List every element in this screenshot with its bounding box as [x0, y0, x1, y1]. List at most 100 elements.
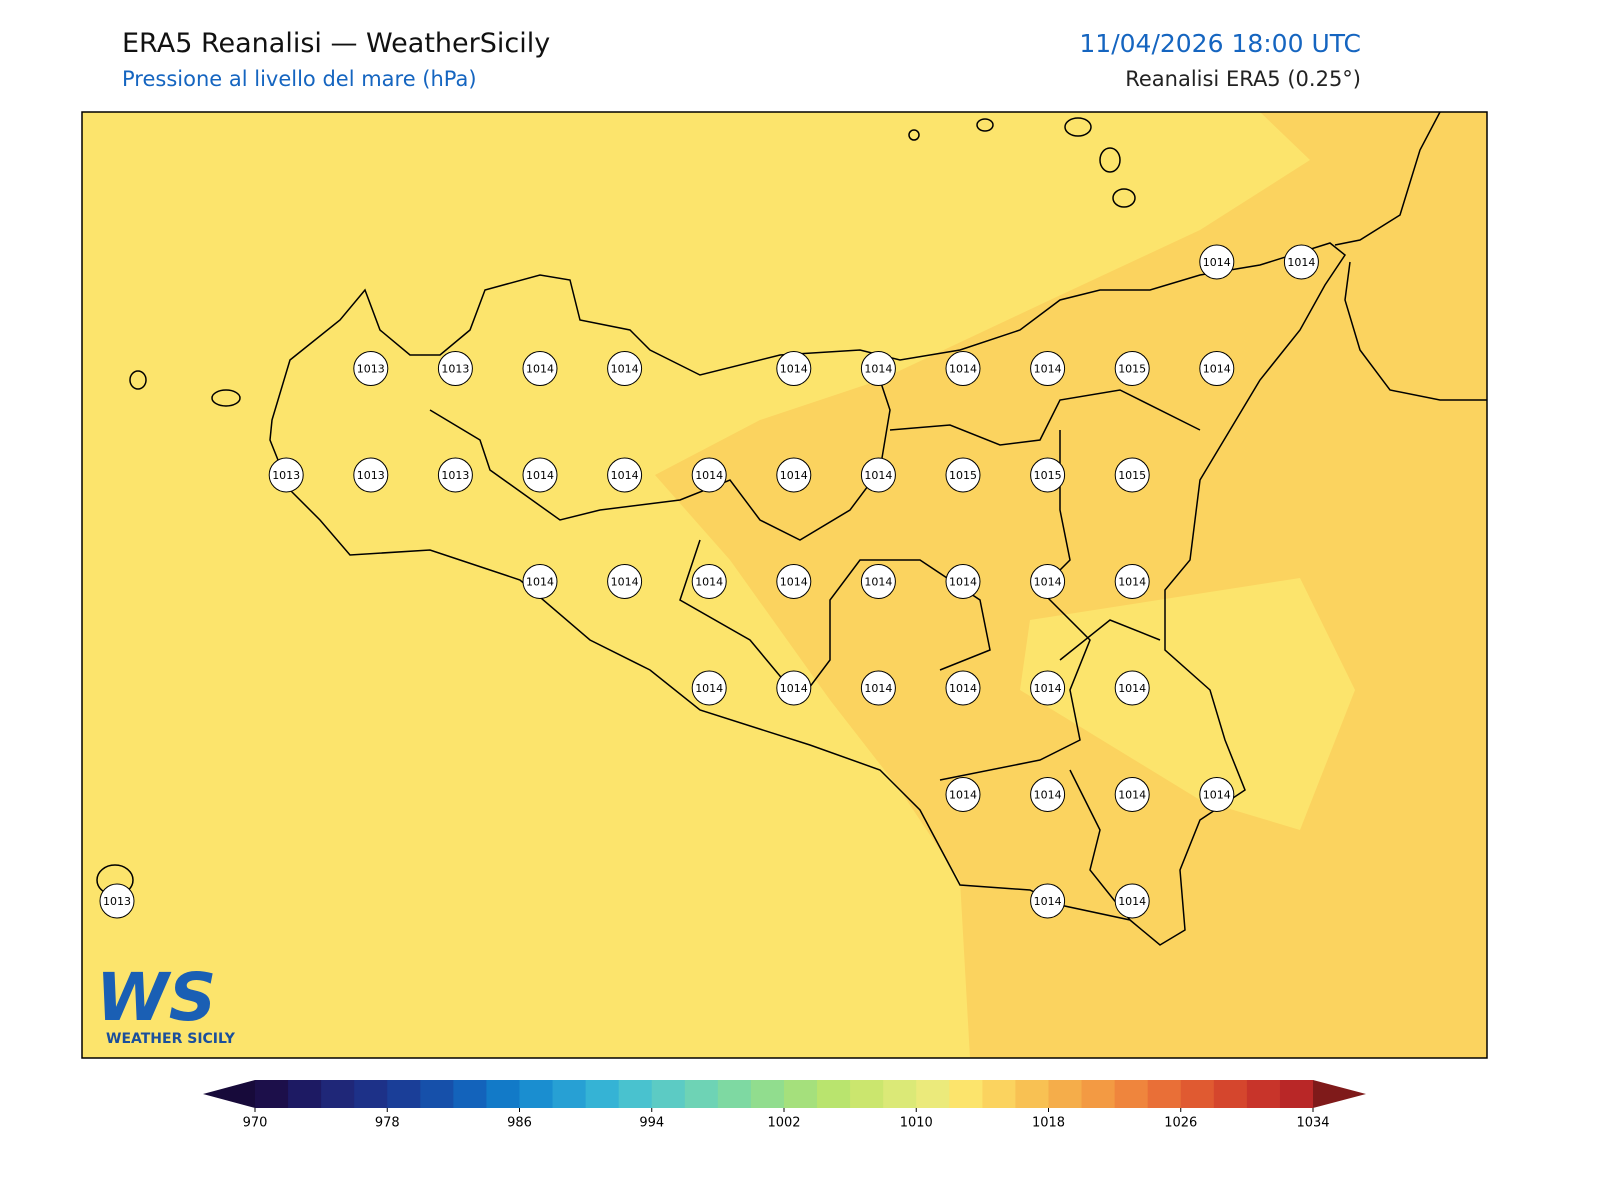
colorbar-segment	[1213, 1080, 1248, 1108]
map	[82, 112, 1487, 1058]
colorbar-tick-label: 978	[375, 1116, 400, 1131]
colorbar-segment	[618, 1080, 653, 1108]
station: 1014	[860, 351, 896, 386]
colorbar-tick-label: 986	[507, 1116, 532, 1131]
station-value: 1014	[695, 469, 723, 482]
colorbar-tick-label: 994	[639, 1116, 664, 1131]
station-value: 1013	[272, 469, 300, 482]
station: 1013	[99, 883, 135, 919]
station-value: 1014	[780, 682, 808, 695]
station-marker	[776, 564, 812, 599]
station-marker	[522, 457, 558, 493]
station: 1014	[945, 564, 981, 599]
station-value: 1014	[864, 576, 892, 589]
logo-text: WEATHER SICILY	[106, 1031, 236, 1047]
station-marker	[437, 351, 473, 386]
station-marker	[776, 351, 812, 386]
colorbar-segment	[883, 1080, 917, 1108]
station-marker	[945, 670, 981, 706]
logo: WS WEATHER SICILY	[96, 959, 236, 1047]
colorbar-under	[203, 1080, 255, 1108]
station-marker	[691, 564, 727, 599]
station-value: 1013	[441, 469, 469, 482]
station-marker	[1114, 564, 1150, 599]
colorbar-segment	[1147, 1080, 1182, 1108]
colorbar-segment	[949, 1080, 983, 1108]
station: 1014	[1030, 883, 1066, 919]
field-low	[1020, 578, 1355, 830]
station: 1014	[860, 564, 896, 599]
station-marker	[945, 457, 981, 493]
station-value: 1014	[1203, 789, 1231, 802]
station: 1014	[1114, 883, 1150, 919]
station-value: 1014	[1203, 363, 1231, 376]
colorbar-segment	[982, 1080, 1016, 1108]
station-value: 1014	[1118, 895, 1146, 908]
colorbar-tick-label: 1010	[900, 1116, 933, 1131]
station-value: 1014	[780, 469, 808, 482]
colorbar-segment	[684, 1080, 719, 1108]
station: 1014	[776, 457, 812, 493]
station: 1015	[1114, 457, 1150, 493]
station-marker	[691, 457, 727, 493]
station-marker	[1114, 670, 1150, 706]
coastline	[96, 112, 1487, 946]
colorbar-tick-label: 1018	[1032, 1116, 1065, 1131]
station-marker	[1030, 777, 1066, 812]
station-marker	[353, 457, 389, 493]
colorbar-tick-label: 1034	[1296, 1116, 1329, 1131]
station: 1015	[1114, 351, 1150, 386]
station-value: 1014	[949, 363, 977, 376]
map-frame	[81, 111, 1488, 1059]
station-value: 1014	[526, 363, 554, 376]
station-value: 1014	[1034, 789, 1062, 802]
station-marker	[268, 457, 304, 493]
station-marker	[1199, 777, 1235, 812]
station-value: 1014	[1287, 256, 1315, 269]
station-marker	[1283, 244, 1319, 280]
colorbar-segment	[1015, 1080, 1049, 1108]
station-value: 1014	[1034, 363, 1062, 376]
colorbar-segment	[420, 1080, 454, 1108]
colorbar-segment	[387, 1080, 421, 1108]
station-value: 1013	[103, 895, 131, 908]
station-marker	[607, 564, 643, 599]
colorbar-segment	[1246, 1080, 1281, 1108]
station: 1013	[353, 351, 389, 386]
station: 1014	[691, 670, 727, 706]
station-marker	[522, 564, 558, 599]
station-marker	[860, 670, 896, 706]
station-marker	[437, 457, 473, 493]
station: 1014	[1030, 564, 1066, 599]
station-marker	[945, 351, 981, 386]
station: 1014	[945, 670, 981, 706]
station: 1014	[1199, 777, 1235, 812]
station: 1014	[860, 457, 896, 493]
station-value: 1014	[611, 363, 639, 376]
station-marker	[1030, 457, 1066, 493]
station-value: 1014	[864, 682, 892, 695]
station-value: 1014	[695, 576, 723, 589]
colorbar-segment	[1279, 1080, 1314, 1108]
station: 1014	[776, 351, 812, 386]
station: 1014	[691, 564, 727, 599]
station-value: 1014	[949, 789, 977, 802]
station-marker	[860, 457, 896, 493]
colorbar-segment	[321, 1080, 355, 1108]
station: 1014	[1283, 244, 1319, 280]
station-marker	[776, 457, 812, 493]
station: 1014	[776, 564, 812, 599]
station: 1014	[1030, 351, 1066, 386]
station-value: 1014	[864, 363, 892, 376]
station-marker	[691, 670, 727, 706]
colorbar-segment	[288, 1080, 322, 1108]
station-marker	[1199, 244, 1235, 280]
colorbar-segment	[784, 1080, 818, 1108]
colorbar-segment	[585, 1080, 620, 1108]
station-value: 1014	[949, 682, 977, 695]
station-value: 1015	[1034, 469, 1062, 482]
station-marker	[1114, 351, 1150, 386]
colorbar-segment	[1180, 1080, 1215, 1108]
colorbar-tick-label: 970	[243, 1116, 268, 1131]
